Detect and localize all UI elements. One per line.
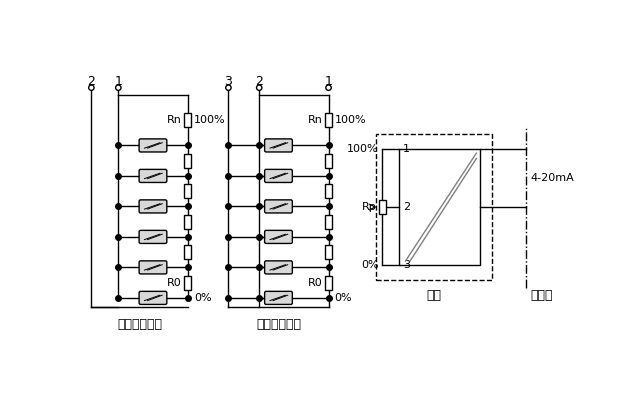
Circle shape <box>226 85 231 91</box>
Bar <box>184 245 192 259</box>
Text: 3: 3 <box>225 75 232 88</box>
Text: 2: 2 <box>403 202 410 212</box>
Circle shape <box>326 85 331 91</box>
Bar <box>325 276 332 289</box>
Circle shape <box>257 85 262 91</box>
Bar <box>184 184 192 198</box>
Text: 现场: 现场 <box>426 289 441 303</box>
Bar <box>325 184 332 198</box>
FancyBboxPatch shape <box>139 261 167 274</box>
Text: 2: 2 <box>255 75 263 88</box>
Text: 1: 1 <box>115 75 122 88</box>
FancyBboxPatch shape <box>139 139 167 152</box>
Text: Rn: Rn <box>167 116 182 125</box>
Text: 4-20mA: 4-20mA <box>530 173 574 183</box>
Circle shape <box>116 85 121 91</box>
Text: 二线制变送器: 二线制变送器 <box>117 318 162 331</box>
Bar <box>184 215 192 229</box>
FancyBboxPatch shape <box>139 200 167 213</box>
Text: 100%: 100% <box>347 144 379 154</box>
Text: 0%: 0% <box>361 260 379 270</box>
Text: 1: 1 <box>325 75 332 88</box>
Bar <box>325 154 332 168</box>
FancyBboxPatch shape <box>265 139 292 152</box>
FancyBboxPatch shape <box>139 291 167 304</box>
Text: 3: 3 <box>403 260 410 270</box>
Text: 100%: 100% <box>194 116 225 125</box>
Bar <box>184 114 192 127</box>
Bar <box>184 154 192 168</box>
Text: 1: 1 <box>403 144 410 154</box>
FancyBboxPatch shape <box>265 200 292 213</box>
Text: R0: R0 <box>307 278 322 288</box>
FancyBboxPatch shape <box>139 170 167 183</box>
Bar <box>184 276 192 289</box>
FancyBboxPatch shape <box>265 291 292 304</box>
Text: Rp: Rp <box>361 202 376 212</box>
Text: 100%: 100% <box>335 116 366 125</box>
Text: 0%: 0% <box>194 293 212 303</box>
Text: 控制室: 控制室 <box>530 289 553 303</box>
FancyBboxPatch shape <box>265 170 292 183</box>
Text: 三线制变送器: 三线制变送器 <box>256 318 301 331</box>
Text: 2: 2 <box>88 75 95 88</box>
FancyBboxPatch shape <box>139 230 167 243</box>
Bar <box>325 114 332 127</box>
Circle shape <box>89 85 94 91</box>
Bar <box>376 134 492 280</box>
Text: Rn: Rn <box>307 116 322 125</box>
Text: R0: R0 <box>167 278 182 288</box>
Bar <box>325 215 332 229</box>
Bar <box>379 200 386 214</box>
FancyBboxPatch shape <box>265 230 292 243</box>
Text: 0%: 0% <box>335 293 352 303</box>
Bar <box>399 149 480 265</box>
Bar <box>325 245 332 259</box>
FancyBboxPatch shape <box>265 261 292 274</box>
